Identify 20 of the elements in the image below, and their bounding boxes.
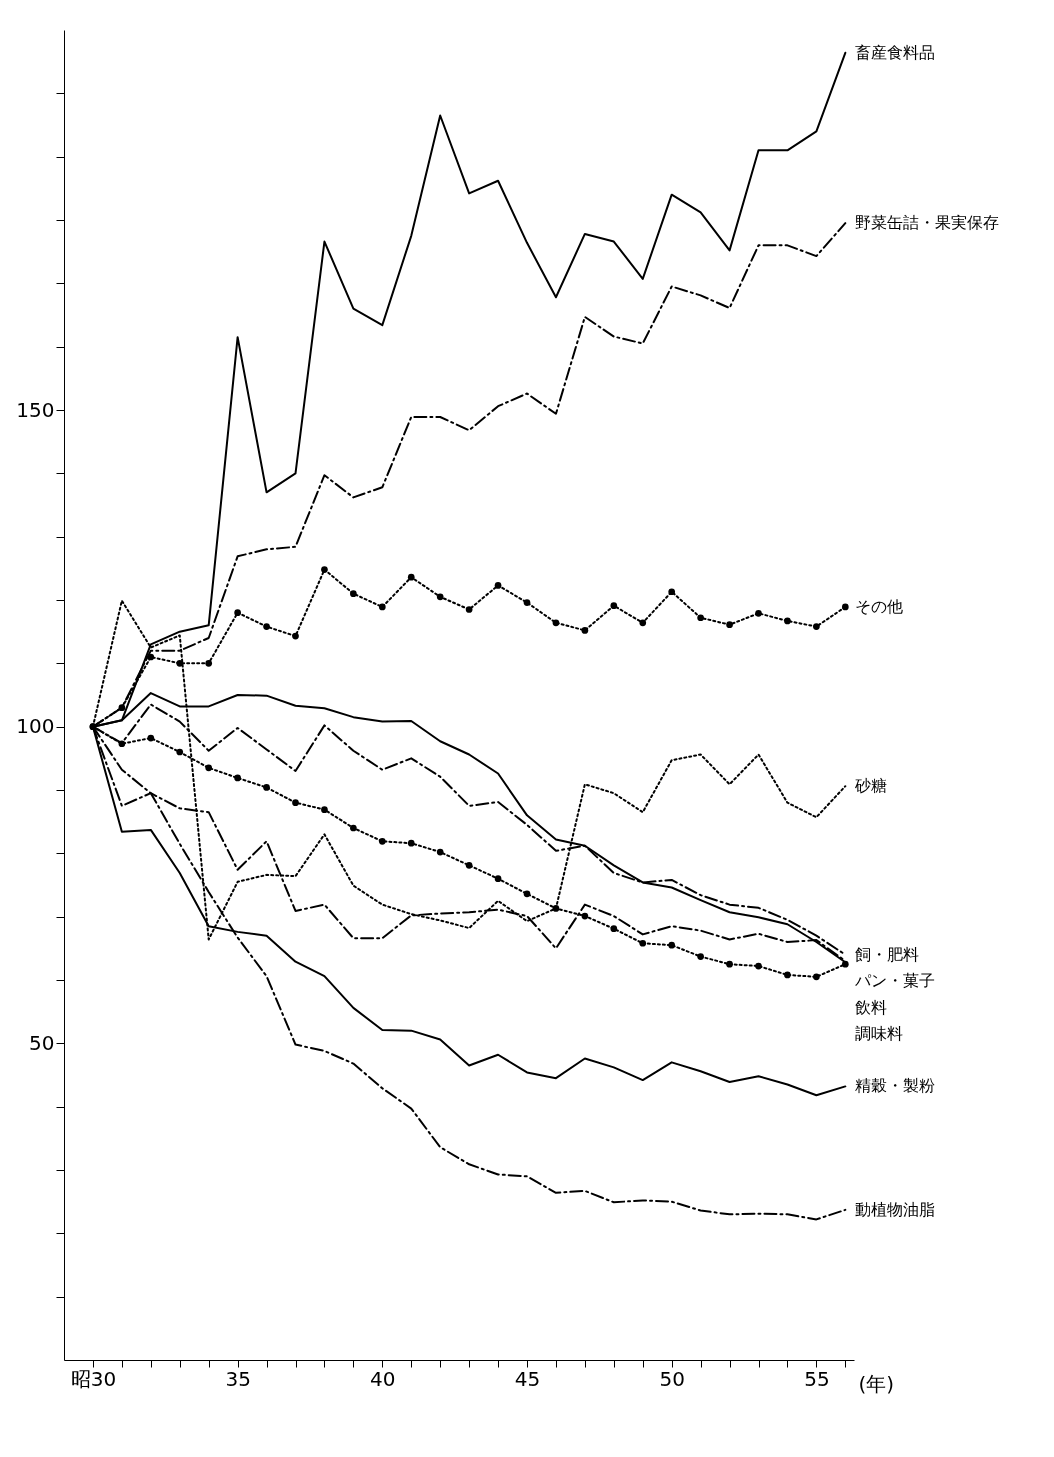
series-label: 精穀・製粉: [855, 1076, 936, 1096]
text: 調味料: [855, 1024, 904, 1044]
y-tick-label: 50: [29, 1030, 55, 1055]
series-label: 動植物油脂: [855, 1199, 936, 1219]
series-label: 砂糖: [854, 776, 888, 796]
series-label: パン・菓子: [854, 971, 936, 991]
series-label: その他: [855, 596, 904, 616]
x-axis-title: (年): [858, 1371, 895, 1396]
y-tick-label: 150: [16, 397, 55, 422]
x-tick-label: 55: [804, 1366, 830, 1391]
series-label: 飼・肥料: [855, 944, 920, 964]
x-tick-label: 35: [225, 1366, 251, 1391]
x-tick-label: 40: [370, 1366, 396, 1391]
series-label: 野菜缶詰・果実保存: [855, 213, 1000, 233]
y-tick-label: 100: [16, 714, 55, 739]
series-label: 畜産食料品: [855, 42, 936, 62]
text: 飲料: [855, 997, 888, 1017]
x-tick-label: 50: [659, 1366, 685, 1391]
x-tick-label: 昭30: [70, 1366, 117, 1391]
x-tick-label: 45: [514, 1366, 541, 1391]
